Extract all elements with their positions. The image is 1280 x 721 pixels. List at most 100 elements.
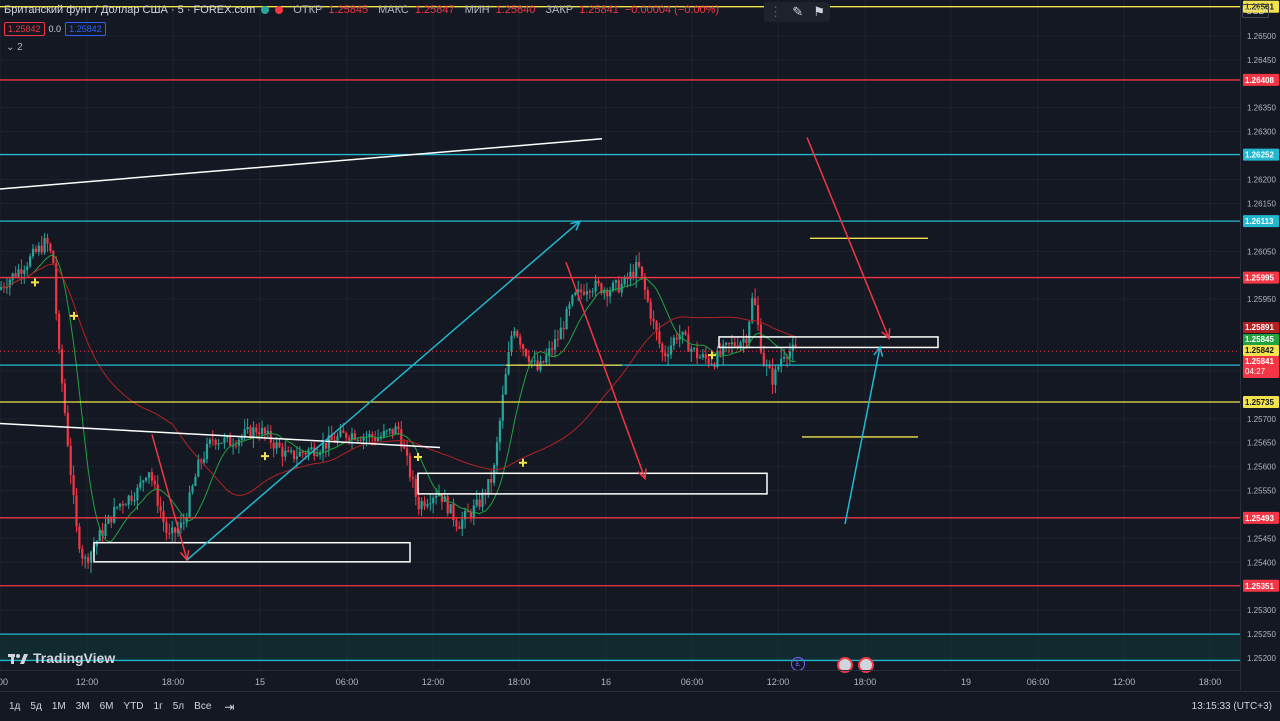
candle [510,331,513,356]
candle-body [455,520,458,527]
candle [411,470,414,488]
candle-body [603,290,606,294]
chart-canvas[interactable]: Британский фунт / Доллар США · 5 · FOREX… [0,0,1240,673]
candle [507,341,510,376]
candle-body [281,447,284,457]
candle [353,429,356,441]
spread-value: 0.0 [48,24,62,34]
economic-event-icon[interactable]: £ [791,657,805,671]
tradingview-logo[interactable]: TradingView [8,650,115,666]
price-tick-label: 1.26150 [1247,199,1276,208]
candle-body [110,516,113,523]
candle-body [661,343,664,353]
countdown-text: 04:27 [1245,367,1266,376]
candle-body [420,501,423,510]
candle [664,345,667,362]
candle-body [304,452,307,455]
candle-body [742,338,745,343]
candle [661,341,664,362]
candle-body [153,480,156,485]
trend-line [0,422,441,449]
candle [298,446,301,458]
candle [539,355,542,373]
candle-body [736,345,739,348]
candle [771,358,774,395]
candle-body [672,337,675,346]
buy-button[interactable]: 1.25842 [65,22,106,36]
timeframe-button[interactable]: 3М [75,701,90,712]
candle-body [501,394,504,421]
price-level-tag: 1.26113 [1243,215,1279,228]
timeframe-button[interactable]: 6М [99,701,114,712]
time-tick-label: 15 [255,677,265,687]
brush-icon[interactable]: ✎ [792,4,804,19]
candle [113,497,116,524]
candle [43,232,46,255]
price-level-tag-bg [1243,511,1279,524]
candle [23,265,26,284]
price-level-tag-text: 1.26408 [1245,76,1274,85]
candle [588,289,591,299]
candle [278,438,281,449]
candle-body [507,351,510,375]
price-tick-label: 1.26200 [1247,175,1276,184]
currency-selector[interactable]: USD [1242,4,1270,18]
candle [60,344,64,393]
timeframe-button[interactable]: YTD [123,701,144,712]
candle-body [252,427,255,438]
us-flag-event-icon[interactable] [858,657,874,673]
candle [269,425,272,449]
timeframe-button[interactable]: 5д [30,701,42,712]
candle-body [226,436,229,438]
candle [330,425,333,441]
candle-body [533,360,536,362]
candle-body [165,522,168,534]
uk-flag-event-icon[interactable] [837,657,853,673]
candle-body [391,428,394,435]
candle-body [751,298,754,322]
symbol-legend: Британский фунт / Доллар США · 5 · FOREX… [4,4,719,16]
timeframe-button[interactable]: 1д [9,701,21,712]
timeframe-button[interactable]: 5л [172,701,185,712]
low-label: МИН [464,4,490,16]
candle-body [406,448,409,456]
low-value: 1.25840 [495,4,536,16]
indicators-toggle[interactable]: ⌄ 2 [6,42,23,53]
price-level-tag-bg [1243,271,1279,284]
candle-body [611,282,615,291]
sell-button[interactable]: 1.25842 [4,22,45,36]
drag-handle-icon[interactable]: ⋮ [769,4,783,19]
candle [698,354,702,359]
candle-body [171,527,174,534]
candle [600,282,603,296]
price-tick-label: 1.25650 [1247,439,1276,448]
candle-body [762,352,765,366]
flag-icon[interactable]: ⚑ [813,4,825,19]
price-tag-text: 1.25841 [1245,357,1274,366]
chevron-down-icon: ⌄ [6,42,15,53]
timeframe-button[interactable]: Все [194,701,212,712]
time-axis[interactable]: 00 12:00 18:00 15 06:00 12:00 18:00 16 06:00 12:0… [0,670,1240,691]
candle [638,252,641,269]
candle-body [8,279,11,288]
timeframe-button[interactable]: 1г [153,701,163,712]
candle [617,275,620,294]
candle [420,497,423,516]
candle [495,436,499,474]
high-label: МАКС [378,4,409,16]
candle-body [101,530,104,536]
trade-buttons: 1.25842 0.0 1.25842 [4,22,106,36]
symbol-title[interactable]: Британский фунт / Доллар США · 5 · FOREX… [4,4,256,16]
price-axis[interactable]: 1.26500 1.26450 1.26350 1.26300 1.26200 1.261… [1240,0,1280,690]
candle-body [435,495,438,498]
clock[interactable]: 13:15:33 (UTC+3) [1191,701,1272,712]
chart-svg[interactable] [0,0,1240,670]
timeframe-button[interactable]: 1М [51,701,66,712]
candle [130,490,133,506]
candle [591,288,594,297]
price-tag: 1.25845 [1243,334,1279,345]
candle [484,489,487,505]
arrow-shaft [565,261,646,479]
date-range-icon[interactable]: ⇥ [224,699,235,714]
candle [765,359,768,376]
